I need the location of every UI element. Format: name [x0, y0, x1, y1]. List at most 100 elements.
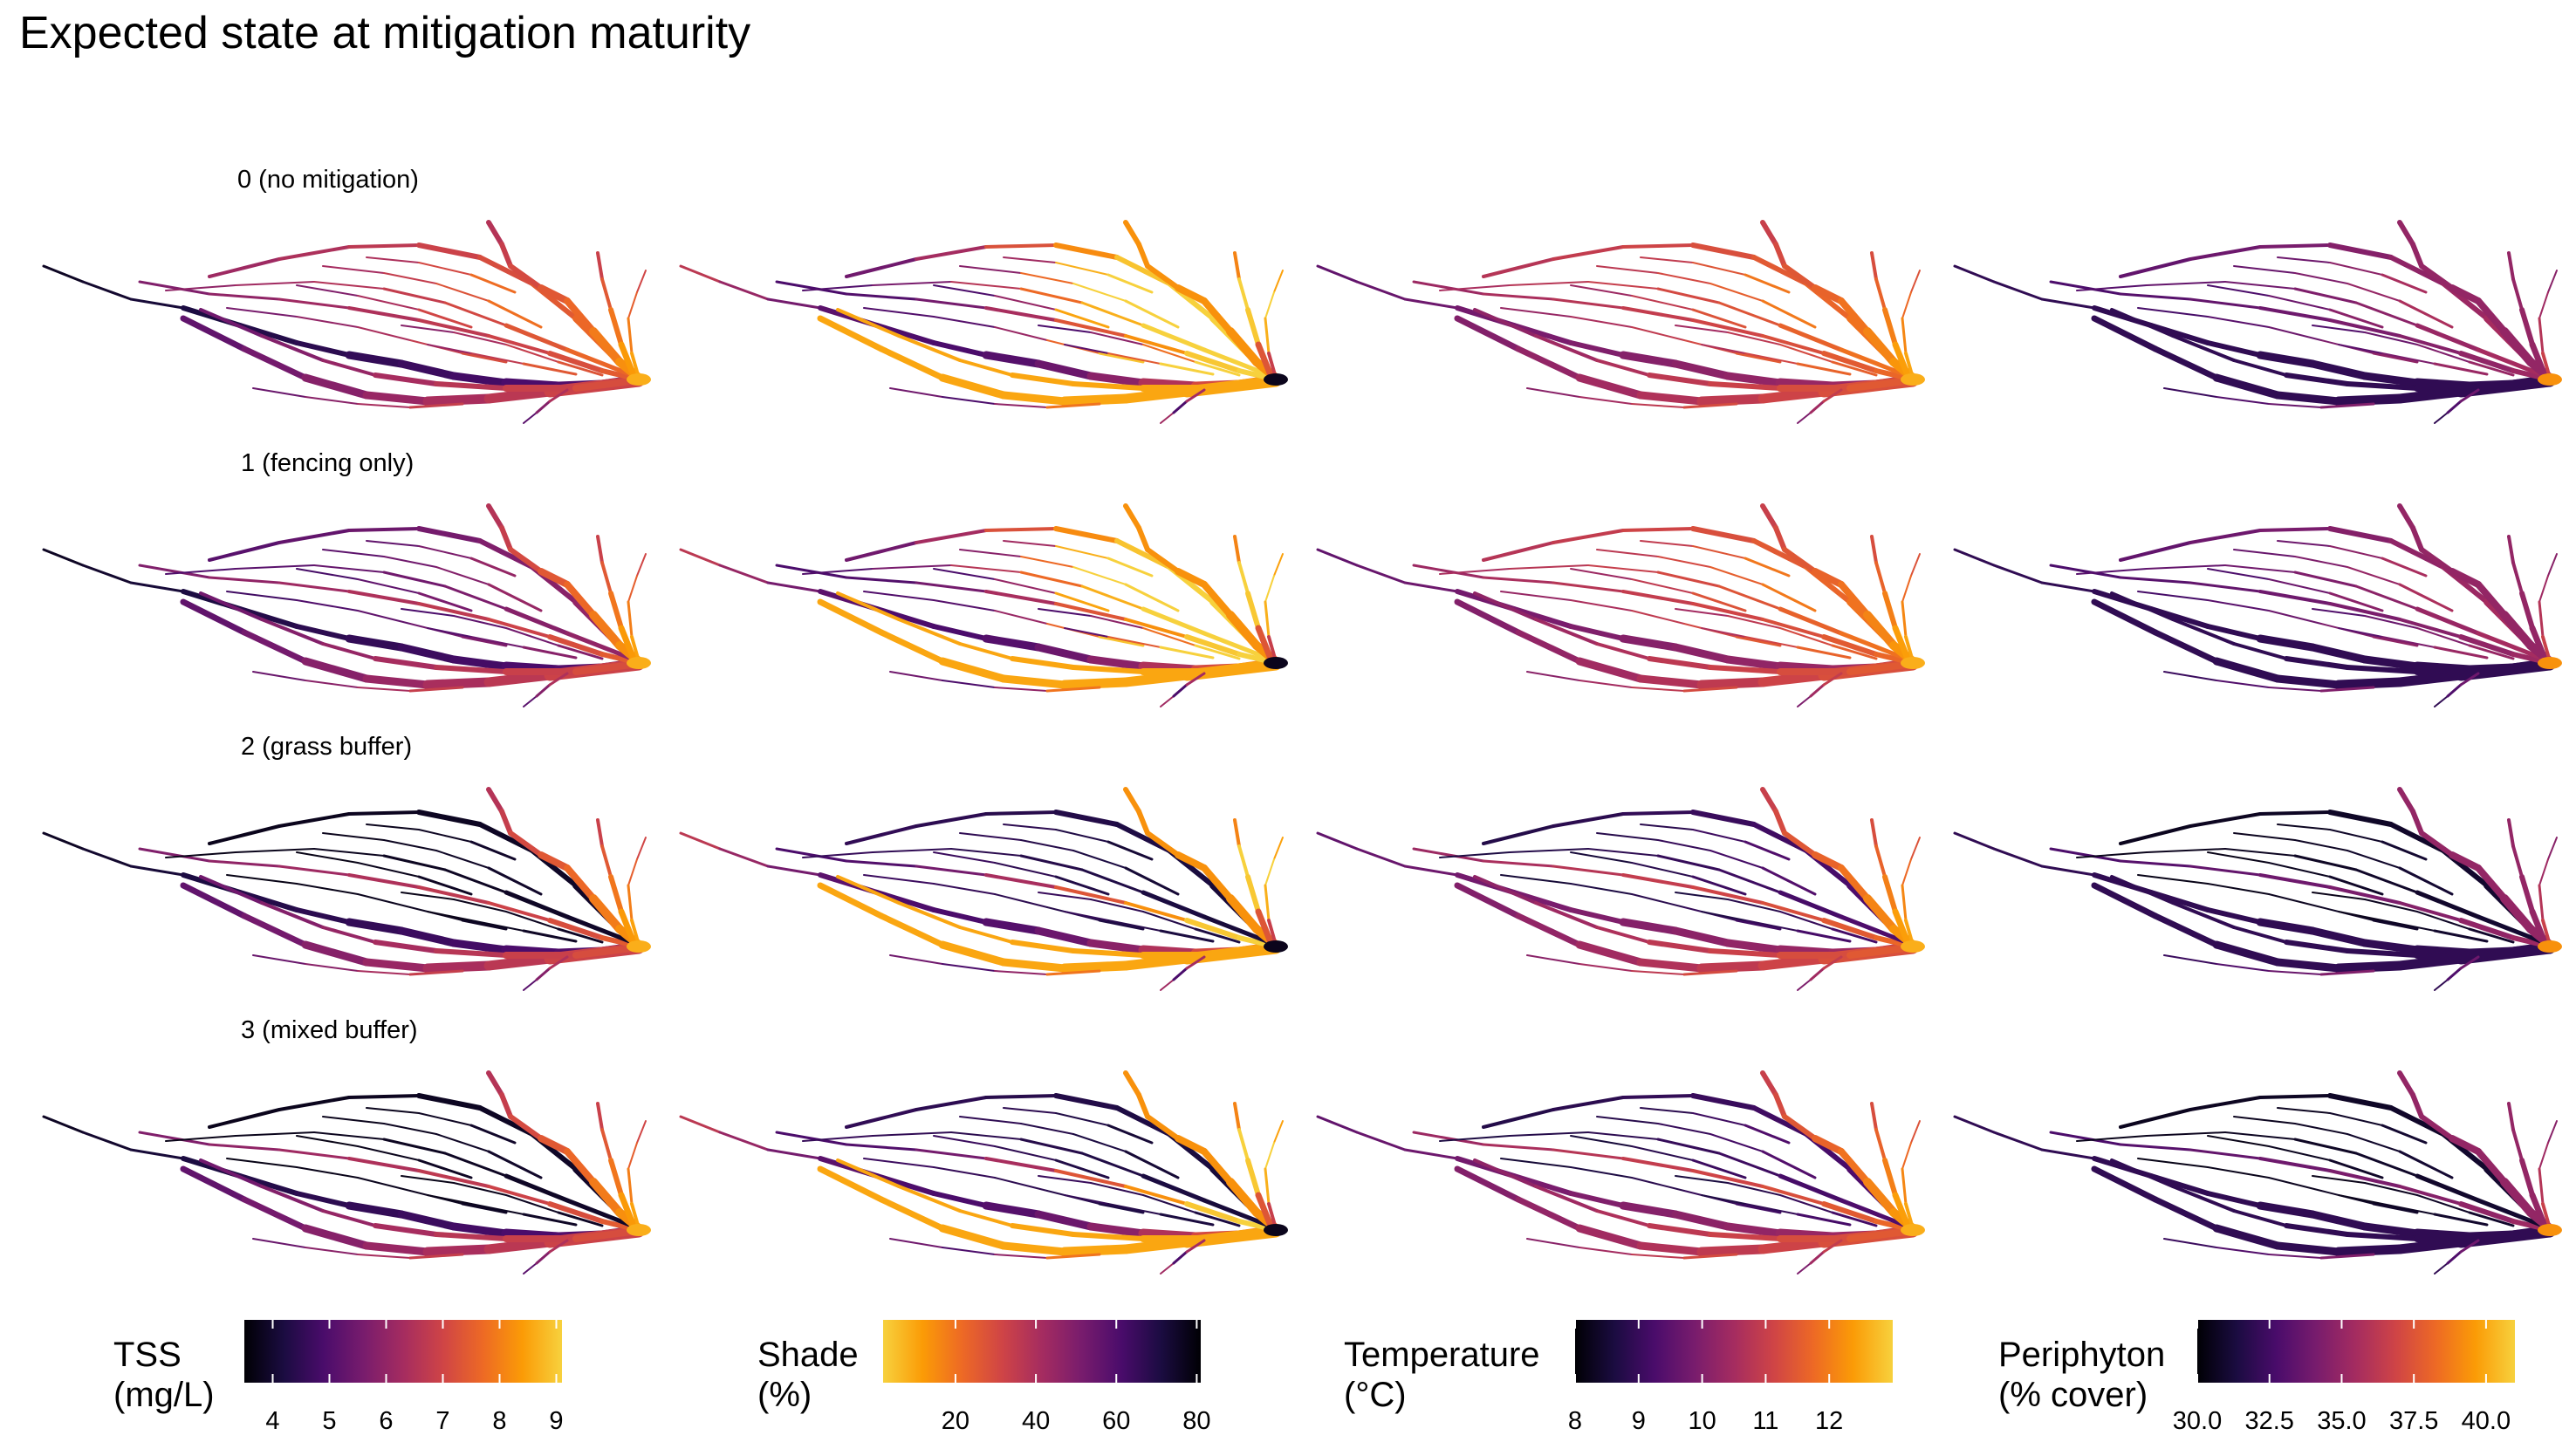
- stream-segment: [1003, 1107, 1057, 1114]
- stream-segment: [547, 351, 605, 373]
- stream-segment: [1838, 297, 1871, 335]
- stream-segment: [1237, 844, 1250, 878]
- stream-segment: [1570, 599, 1633, 612]
- stream-segment: [538, 568, 571, 588]
- stream-segment: [2205, 1191, 2263, 1208]
- stream-segment: [2468, 1211, 2515, 1227]
- stream-segment: [2277, 1107, 2331, 1114]
- stream-segment: [129, 1148, 185, 1160]
- stream-segment: [845, 541, 918, 562]
- stream-segment: [2328, 308, 2384, 329]
- stream-segment: [1482, 1108, 1555, 1129]
- stream-segment: [1910, 270, 1921, 293]
- stream-segment: [1159, 646, 1215, 659]
- stream-segment: [2547, 837, 2558, 860]
- stream-segment: [1992, 847, 2044, 868]
- stream-segment: [252, 387, 306, 398]
- stream-segment: [357, 687, 411, 692]
- stream-segment: [1245, 591, 1261, 631]
- stream-segment: [1045, 402, 1101, 409]
- stream-segment: [2547, 1120, 2558, 1144]
- stream-segment: [1812, 284, 1845, 304]
- stream-segment: [2410, 809, 2424, 836]
- stream-segment: [1882, 1158, 1898, 1198]
- stream-segment: [1086, 939, 1148, 954]
- stream-segment: [347, 243, 421, 249]
- stream-segment: [1631, 610, 1685, 625]
- stream-segment: [1482, 576, 1555, 584]
- stream-segment: [2207, 284, 2270, 297]
- stream-segment: [1055, 545, 1109, 559]
- stream-segment: [1596, 832, 1659, 841]
- stream-segment: [2333, 960, 2405, 974]
- stream-segment: [1455, 589, 1517, 612]
- stream-segment: [165, 851, 236, 858]
- stream-segment: [2338, 1194, 2383, 1205]
- stream-segment: [1691, 1158, 1747, 1179]
- stream-segment: [1570, 883, 1633, 895]
- stream-segment: [1682, 402, 1738, 409]
- stream-segment: [1621, 1157, 1695, 1172]
- stream-segment: [2345, 948, 2420, 958]
- stream-segment: [915, 297, 988, 310]
- stream-segment: [1138, 661, 1201, 675]
- stream-segment: [1691, 318, 1764, 338]
- stream-segment: [1640, 1107, 1694, 1114]
- stream-segment: [2538, 858, 2549, 886]
- stream-segment: [434, 665, 509, 674]
- stream-segment: [1509, 281, 1589, 286]
- stream-segment: [401, 608, 455, 617]
- stream-segment: [1757, 1237, 1829, 1254]
- stream-segment: [1184, 1201, 1242, 1224]
- stream-segment: [1038, 892, 1092, 900]
- stream-segment: [2372, 1202, 2419, 1214]
- stream-segment: [277, 297, 351, 310]
- stream-segment: [1773, 242, 1787, 269]
- stream-segment: [305, 396, 359, 405]
- outlet-mark: [1901, 1224, 1925, 1236]
- stream-segment: [443, 301, 508, 327]
- stream-segment: [1124, 334, 1189, 355]
- stream-segment: [994, 1254, 1048, 1259]
- stream-segment: [564, 865, 597, 902]
- stream-segment: [1072, 1133, 1127, 1152]
- stream-segment: [2171, 1185, 2236, 1213]
- stream-segment: [2273, 1241, 2343, 1256]
- stream-segment: [802, 1135, 874, 1142]
- stream-segment: [1184, 918, 1242, 940]
- stream-segment: [1202, 1198, 1278, 1231]
- stream-segment: [1782, 547, 1818, 574]
- stream-segment: [235, 281, 315, 286]
- stream-segment: [1064, 627, 1109, 638]
- stream-segment: [557, 360, 604, 377]
- stream-segment: [1682, 1253, 1738, 1260]
- stream-segment: [1570, 316, 1633, 328]
- stream-segment: [2475, 1148, 2508, 1186]
- stream-segment: [1141, 1173, 1207, 1203]
- stream-segment: [1631, 578, 1694, 594]
- stream-segment: [557, 927, 604, 944]
- stream-segment: [630, 1202, 641, 1230]
- stream-segment: [1010, 656, 1076, 670]
- stream-segment: [2207, 316, 2270, 328]
- legend-title-shade: Shade (%): [757, 1335, 859, 1415]
- stream-segment: [994, 687, 1048, 692]
- stream-segment: [1233, 818, 1241, 848]
- stream-segment: [508, 1114, 544, 1141]
- stream-segment: [897, 901, 962, 929]
- stream-segment: [2312, 892, 2366, 900]
- stream-segment: [775, 847, 848, 863]
- stream-segment: [2433, 646, 2489, 659]
- stream-segment: [1595, 926, 1651, 944]
- stream-segment: [564, 581, 597, 618]
- stream-segment: [999, 674, 1069, 689]
- stream-segment: [2277, 824, 2331, 830]
- stream-segment: [1552, 297, 1625, 310]
- stream-segment: [313, 281, 385, 290]
- stream-segment: [2312, 325, 2366, 333]
- river-network-map: [679, 220, 1288, 424]
- stream-segment: [535, 1250, 552, 1265]
- stream-segment: [2040, 1148, 2096, 1160]
- stream-segment: [1701, 911, 1746, 921]
- stream-segment: [1209, 1227, 1279, 1242]
